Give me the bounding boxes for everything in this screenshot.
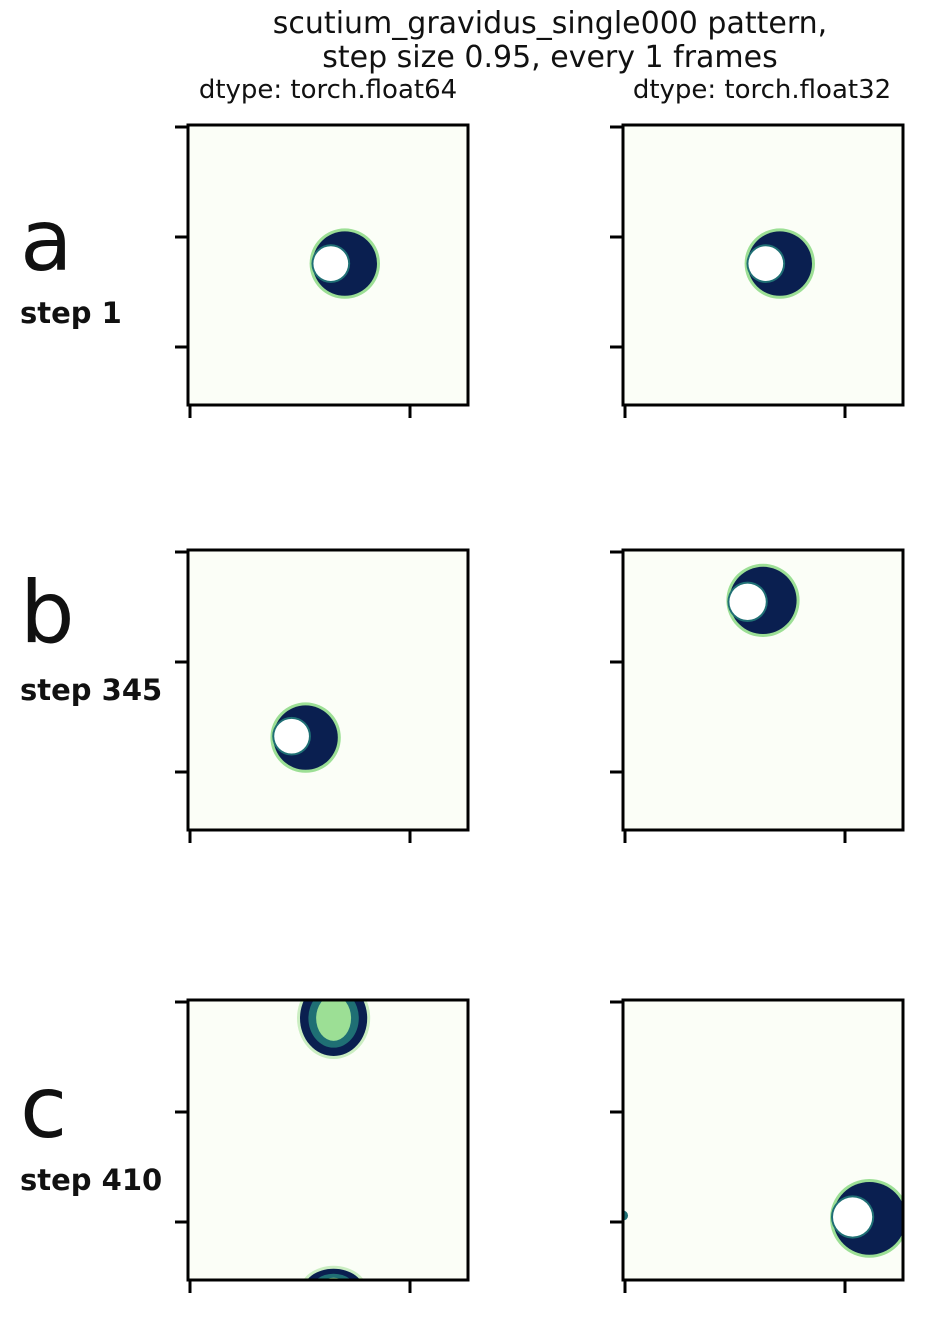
pattern-hole xyxy=(833,1197,873,1237)
column-title-float64: dtype: torch.float64 xyxy=(198,75,458,105)
panel-frame xyxy=(621,998,905,1282)
heatmap-panel-c-float64 xyxy=(175,998,470,1293)
row-letter-a: a xyxy=(20,191,73,291)
panel-frame xyxy=(186,123,470,407)
row-step-label-b: step 345 xyxy=(20,673,163,707)
column-title-float32: dtype: torch.float32 xyxy=(632,75,892,105)
row-step-label-a: step 1 xyxy=(20,296,122,330)
pattern-core xyxy=(324,1277,343,1280)
panel-frame xyxy=(186,998,470,1282)
heatmap-panel-b-float64 xyxy=(175,548,470,843)
heatmap-panel-c-float32 xyxy=(610,998,905,1293)
pattern-core xyxy=(316,1000,352,1041)
pattern-ring xyxy=(315,1273,352,1280)
pattern-hole xyxy=(313,246,349,281)
pattern-hole xyxy=(748,246,784,281)
heatmap-panel-b-float32 xyxy=(610,548,905,843)
chart-title-line2: step size 0.95, every 1 frames xyxy=(322,40,778,75)
heatmap-panel-a-float32 xyxy=(610,123,905,418)
heatmap-panel-a-float64 xyxy=(175,123,470,418)
panel-frame xyxy=(186,548,470,832)
row-letter-c: c xyxy=(20,1058,68,1158)
panel-background xyxy=(188,550,468,830)
pattern-hole xyxy=(729,583,766,620)
panel-frame xyxy=(621,123,905,407)
row-step-label-c: step 410 xyxy=(20,1163,163,1197)
row-letter-b: b xyxy=(20,563,75,663)
panel-frame xyxy=(621,548,905,832)
pattern-hole xyxy=(274,718,309,754)
chart-title-line1: scutium_gravidus_single000 pattern, xyxy=(272,6,828,41)
